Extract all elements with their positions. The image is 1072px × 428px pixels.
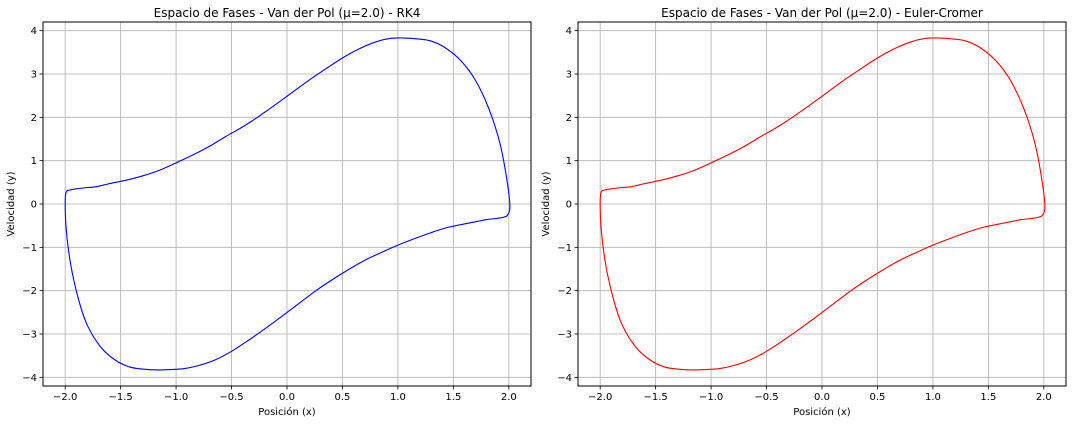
y-tick-label: 1	[31, 156, 37, 167]
x-axis-label: Posición (x)	[258, 406, 316, 418]
y-tick-label: 0	[566, 200, 572, 211]
x-tick-label: 2.0	[501, 392, 517, 403]
x-tick-label: −0.5	[219, 392, 243, 403]
x-tick-label: −1.0	[699, 392, 723, 403]
y-tick-label: −1	[22, 243, 37, 254]
y-tick-label: 2	[566, 113, 572, 124]
x-tick-label: 0.5	[870, 392, 886, 403]
y-tick-label: −1	[557, 243, 572, 254]
y-tick-label: −2	[22, 286, 37, 297]
trajectory-group	[64, 37, 511, 371]
grid-lines	[578, 22, 1066, 386]
y-tick-label: 1	[566, 156, 572, 167]
trajectory-line	[599, 37, 1046, 371]
x-tick-label: 2.0	[1036, 392, 1052, 403]
x-tick-label: −0.5	[754, 392, 778, 403]
y-tick-label: 0	[31, 200, 37, 211]
chart-title: Espacio de Fases - Van der Pol (μ=2.0) -…	[661, 6, 983, 20]
x-axis-label: Posición (x)	[793, 406, 851, 418]
y-axis-label: Velocidad (y)	[6, 171, 17, 236]
y-tick-label: −4	[557, 373, 572, 384]
tick-group: −2.0 −1.5 −1.0 −0.5 0.0 0.5 1.0 1.5 2.0 −4 −3 −2 −1 0…	[22, 26, 517, 403]
y-tick-label: −3	[557, 330, 572, 341]
x-tick-label: 0.0	[279, 392, 295, 403]
chart-title: Espacio de Fases - Van der Pol (μ=2.0) -…	[154, 6, 421, 20]
y-tick-label: 3	[31, 70, 37, 81]
x-tick-label: −1.5	[108, 392, 132, 403]
grid-lines	[43, 22, 531, 386]
x-tick-label: 1.0	[390, 392, 406, 403]
phase-plot-rk4: Espacio de Fases - Van der Pol (μ=2.0) -…	[6, 6, 532, 418]
x-tick-label: −2.0	[53, 392, 77, 403]
x-tick-label: 0.5	[335, 392, 351, 403]
y-tick-label: 4	[31, 26, 37, 37]
x-tick-label: 1.5	[980, 392, 996, 403]
y-tick-label: −2	[557, 286, 572, 297]
tick-group: −2.0 −1.5 −1.0 −0.5 0.0 0.5 1.0 1.5 2.0 −4 −3 −2 −1 0…	[557, 26, 1052, 403]
y-tick-label: −4	[22, 373, 37, 384]
trajectory-line	[64, 37, 511, 371]
y-axis-label: Velocidad (y)	[541, 171, 552, 236]
y-tick-label: −3	[22, 330, 37, 341]
trajectory-group	[599, 37, 1046, 371]
y-tick-label: 3	[566, 70, 572, 81]
x-tick-label: −2.0	[588, 392, 612, 403]
x-tick-label: 1.0	[925, 392, 941, 403]
x-tick-label: −1.0	[164, 392, 188, 403]
y-tick-label: 2	[31, 113, 37, 124]
y-tick-label: 4	[566, 26, 572, 37]
x-tick-label: 1.5	[445, 392, 461, 403]
x-tick-label: 0.0	[814, 392, 830, 403]
phase-plot-euler-cromer: Espacio de Fases - Van der Pol (μ=2.0) -…	[541, 6, 1067, 418]
x-tick-label: −1.5	[643, 392, 667, 403]
